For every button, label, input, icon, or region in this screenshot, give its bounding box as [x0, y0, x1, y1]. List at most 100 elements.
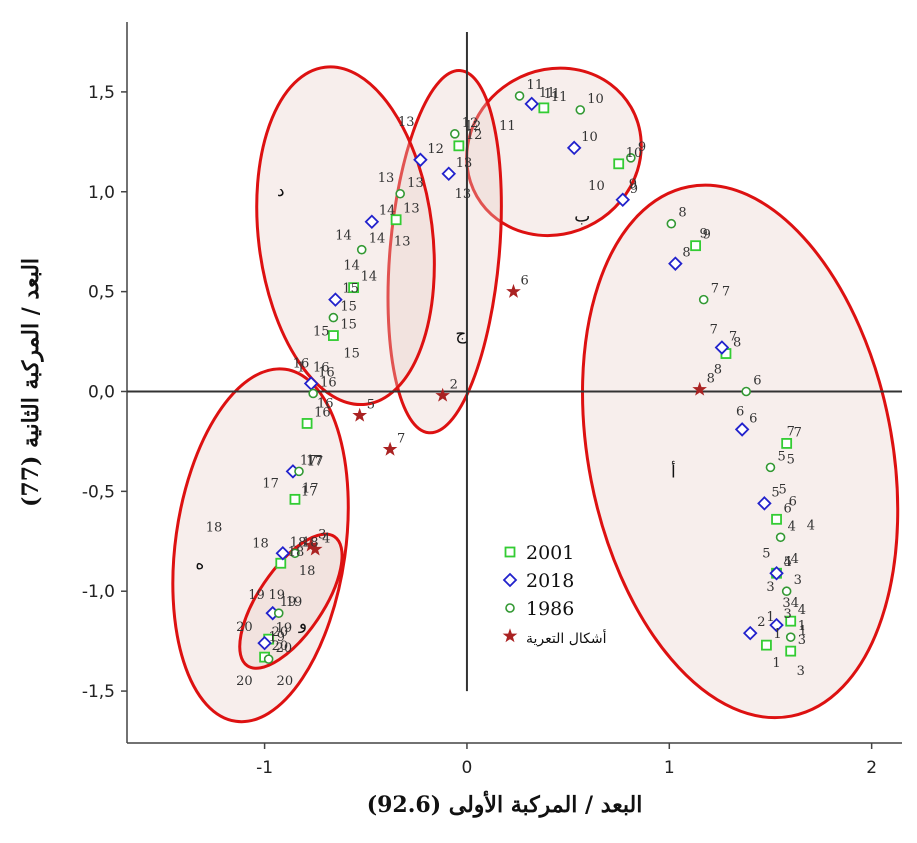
point-label: 8 [682, 246, 690, 261]
point-square [453, 140, 465, 152]
point-circle [273, 608, 284, 618]
point-label: 15 [340, 300, 357, 315]
point-circle [294, 466, 304, 477]
point-label: 9 [638, 140, 646, 155]
point-label: 14 [369, 232, 386, 247]
point-label: 6 [789, 494, 797, 509]
point-diamond [742, 625, 758, 641]
point-label: 11 [551, 90, 568, 105]
point-square [289, 493, 301, 505]
point-label: 16 [320, 375, 337, 390]
data-points [257, 91, 797, 664]
point-diamond [328, 292, 343, 307]
region-labels: أ ب ج د ه و [195, 181, 675, 634]
point-label: 10 [587, 92, 604, 107]
point-label: 4 [322, 531, 330, 546]
legend-label: 2018 [526, 570, 574, 592]
point-label: 6 [520, 274, 528, 289]
legend-label: أشكال التعرية [526, 629, 607, 647]
point-star [382, 441, 398, 456]
point-label: 5 [771, 485, 779, 500]
point-diamond [714, 340, 730, 355]
point-label: 18 [288, 545, 305, 560]
point-square [275, 557, 287, 569]
point-label: 8 [707, 371, 715, 386]
point-label: 18 [206, 520, 223, 535]
point-label: 4 [784, 555, 792, 570]
point-label: 20 [272, 625, 289, 640]
y-tick-label: -1,5 [82, 682, 115, 702]
point-label: 1 [798, 619, 806, 634]
point-label: 7 [729, 330, 737, 345]
point-label: 5 [367, 397, 375, 412]
point-label: 19 [268, 630, 285, 645]
point-circle [450, 129, 460, 139]
point-square [785, 615, 797, 627]
point-square [761, 639, 772, 651]
point-label: 5 [784, 555, 792, 570]
point-label: 9 [700, 227, 708, 242]
point-label: 4 [807, 518, 815, 533]
point-star [435, 387, 450, 402]
point-diamond [769, 565, 784, 581]
point-label: 14 [379, 204, 396, 219]
point-circle [263, 654, 274, 664]
point-circle [785, 632, 796, 642]
region-label: و [298, 614, 307, 634]
point-diamond [524, 96, 539, 112]
point-label: 9 [703, 228, 711, 243]
point-label: 17 [262, 476, 279, 491]
point-square [390, 214, 402, 226]
y-tick-label: 1,0 [88, 183, 115, 203]
point-label: 1 [773, 627, 781, 642]
point-square [781, 438, 793, 449]
point-label: 12 [462, 116, 479, 131]
point-label: 20 [277, 674, 294, 689]
point-circle [308, 388, 318, 399]
point-label: 17 [302, 481, 319, 496]
x-tick-label: 0 [462, 758, 473, 778]
point-label: 34 [782, 596, 799, 611]
point-label: 17 [306, 453, 323, 468]
point-diamond [615, 192, 631, 208]
point-circle [741, 386, 751, 397]
point-diamond [668, 256, 683, 271]
y-tick-label: 0,5 [88, 283, 115, 303]
y-tick-label: 1,5 [88, 83, 115, 103]
point-square [301, 418, 313, 429]
point-label: 13 [394, 235, 411, 250]
point-square [613, 158, 625, 170]
point-label: 12 [465, 119, 482, 134]
point-label: 18 [252, 536, 269, 551]
x-axis-title: البعد / المركبة الأولى (92.6) [367, 790, 643, 818]
point-label: 10 [581, 130, 598, 145]
point-label: 13 [378, 171, 395, 186]
point-label: 20 [236, 674, 253, 689]
point-label: 6 [736, 404, 744, 419]
point-label: 3 [784, 607, 792, 622]
point-circle [626, 153, 636, 163]
point-label: 11 [544, 87, 561, 102]
point-circle [290, 548, 300, 559]
point-label: 5 [787, 452, 795, 467]
point-label: 9 [630, 182, 638, 197]
point-label: 19 [280, 595, 297, 610]
point-label: 13 [407, 176, 424, 191]
point-label: 3 [318, 527, 326, 542]
point-diamond [734, 422, 750, 437]
point-circle [775, 532, 786, 543]
legend-label: 1986 [526, 598, 574, 620]
y-axis-title: البعد / المركبة الثانية (77) [18, 258, 44, 507]
point-label: 14 [335, 229, 352, 244]
point-label: 1 [766, 610, 774, 625]
point-label: 1 [799, 624, 807, 639]
point-label: 7 [711, 282, 719, 297]
y-tick-label: -1,0 [82, 582, 115, 602]
point-label: 13 [398, 115, 415, 130]
point-label: 7 [722, 285, 730, 300]
point-label: 16 [293, 357, 310, 372]
point-label: 8 [714, 363, 722, 378]
point-square [785, 645, 797, 657]
point-label: 10 [588, 179, 605, 194]
point-diamond [413, 152, 428, 168]
